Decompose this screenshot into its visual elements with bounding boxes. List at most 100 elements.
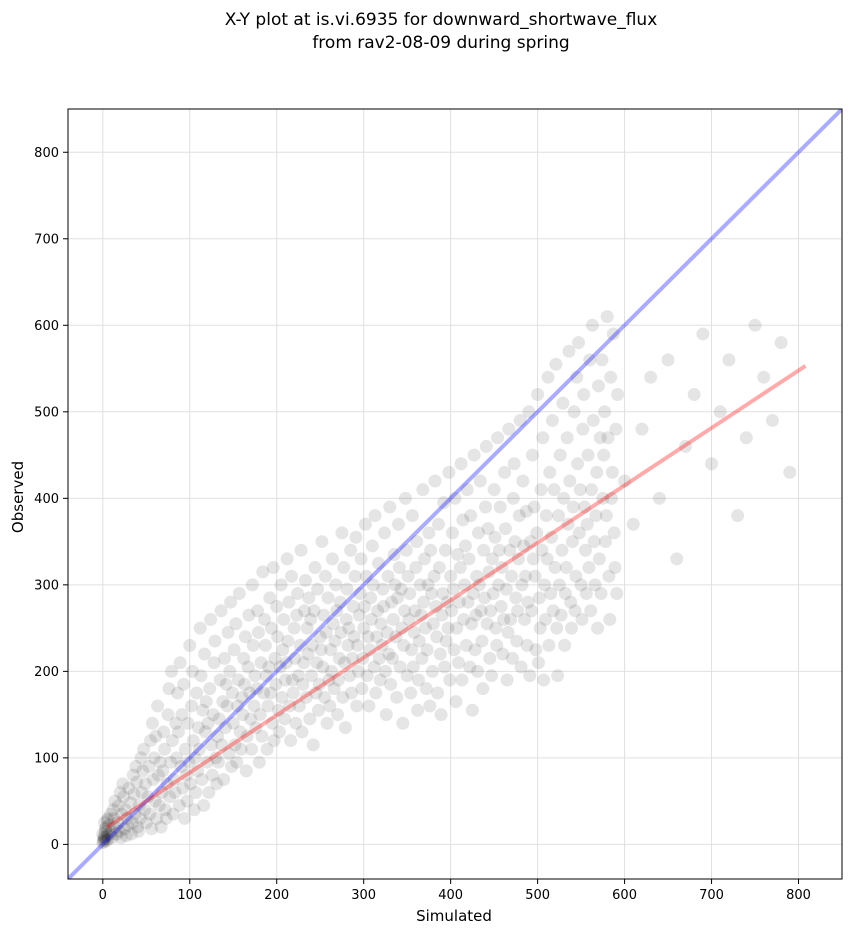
- data-point-312: [359, 569, 373, 583]
- y-tick-label-0: 0: [51, 838, 59, 853]
- data-point-528: [550, 621, 564, 635]
- data-point-120: [196, 703, 210, 717]
- data-point-220: [283, 699, 297, 713]
- data-point-310: [360, 669, 374, 683]
- data-point-118: [193, 621, 207, 635]
- data-point-513: [536, 431, 550, 445]
- data-point-69: [149, 729, 163, 743]
- data-point-98: [176, 781, 190, 795]
- data-point-38: [122, 781, 136, 795]
- data-point-274: [329, 578, 343, 592]
- data-point-450: [482, 565, 496, 579]
- data-point-54: [136, 764, 150, 778]
- data-point-67: [147, 751, 161, 765]
- data-point-160: [231, 699, 245, 713]
- data-point-478: [506, 491, 520, 505]
- x-tick-label-500: 500: [525, 888, 550, 903]
- data-point-481: [508, 535, 522, 549]
- data-point-522: [542, 638, 556, 652]
- data-point-598: [611, 388, 625, 402]
- data-point-381: [421, 578, 435, 592]
- data-point-508: [532, 591, 546, 605]
- data-point-305: [354, 552, 368, 566]
- data-point-119: [192, 742, 206, 756]
- data-point-488: [515, 578, 529, 592]
- data-point-484: [511, 552, 525, 566]
- data-point-7: [98, 816, 112, 830]
- data-point-319: [366, 578, 380, 592]
- data-point-604: [652, 491, 666, 505]
- data-point-442: [472, 578, 486, 592]
- data-point-133: [205, 768, 219, 782]
- data-point-23: [108, 794, 122, 808]
- data-point-618: [774, 336, 788, 350]
- data-point-215: [276, 643, 290, 657]
- data-point-14: [97, 830, 111, 844]
- data-point-35: [118, 803, 132, 817]
- data-point-52: [135, 785, 149, 799]
- data-point-70: [151, 768, 165, 782]
- data-point-265: [319, 625, 333, 639]
- data-point-100: [178, 742, 192, 756]
- data-point-75: [154, 820, 168, 834]
- data-point-131: [204, 738, 218, 752]
- data-point-579: [592, 552, 606, 566]
- data-point-524: [546, 604, 560, 618]
- data-points: [96, 310, 797, 850]
- data-point-356: [400, 669, 414, 683]
- data-point-468: [498, 465, 512, 479]
- data-point-282: [333, 595, 347, 609]
- data-point-66: [148, 794, 162, 808]
- data-point-503: [527, 500, 541, 514]
- data-point-371: [413, 578, 427, 592]
- data-point-86: [165, 734, 179, 748]
- data-point-383: [423, 699, 437, 713]
- data-point-105: [180, 794, 194, 808]
- data-point-56: [137, 742, 151, 756]
- data-point-114: [190, 686, 204, 700]
- data-point-337: [382, 647, 396, 661]
- data-point-417: [451, 656, 465, 670]
- data-point-385: [424, 543, 438, 557]
- data-point-46: [128, 807, 142, 821]
- data-point-258: [315, 535, 329, 549]
- data-point-518: [541, 370, 555, 384]
- data-point-569: [584, 604, 598, 618]
- data-point-91: [170, 751, 184, 765]
- data-point-28: [113, 785, 127, 799]
- data-point-149: [218, 721, 232, 735]
- grid-lines: [68, 109, 842, 879]
- data-point-552: [568, 604, 582, 618]
- data-point-509: [531, 656, 545, 670]
- data-point-80: [161, 708, 175, 722]
- data-point-158: [228, 738, 242, 752]
- data-point-331: [378, 664, 392, 678]
- data-point-227: [286, 686, 300, 700]
- data-point-603: [644, 370, 658, 384]
- data-point-172: [238, 677, 252, 691]
- data-point-349: [392, 561, 406, 575]
- data-point-155: [224, 595, 238, 609]
- data-point-547: [565, 621, 579, 635]
- data-point-460: [491, 578, 505, 592]
- data-point-526: [548, 561, 562, 575]
- data-point-146: [218, 651, 232, 665]
- data-point-74: [155, 785, 169, 799]
- data-point-357: [399, 543, 413, 557]
- data-point-486: [513, 413, 527, 427]
- data-point-57: [139, 816, 153, 830]
- data-point-418: [454, 457, 468, 471]
- data-point-136: [209, 751, 223, 765]
- data-point-143: [214, 604, 228, 618]
- data-point-551: [570, 370, 584, 384]
- data-point-99: [175, 708, 189, 722]
- data-point-270: [325, 552, 339, 566]
- data-point-71: [152, 798, 166, 812]
- data-point-558: [576, 422, 590, 436]
- data-point-507: [530, 526, 544, 540]
- data-point-76: [157, 725, 171, 739]
- data-point-506: [531, 388, 545, 402]
- data-point-572: [585, 318, 599, 332]
- data-point-470: [499, 582, 513, 596]
- data-point-102: [177, 677, 191, 691]
